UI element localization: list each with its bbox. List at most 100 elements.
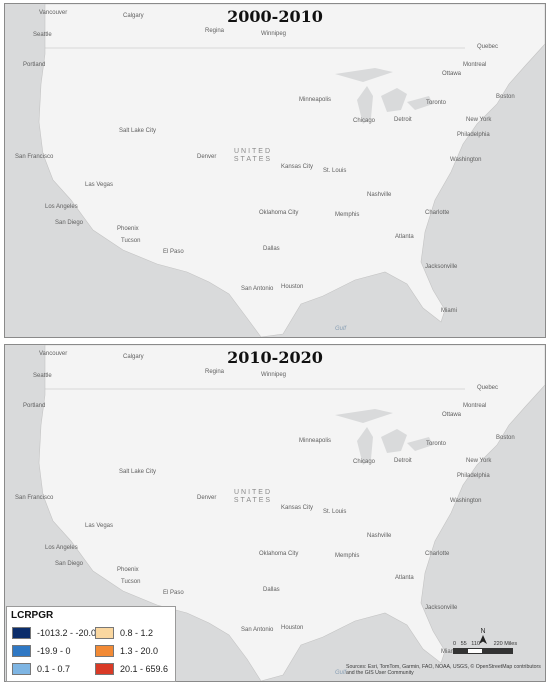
city-label-atlanta: Atlanta: [395, 575, 414, 581]
panel-title-2010-2020: 2010-2020: [227, 348, 323, 367]
city-label-new-york: New York: [466, 458, 492, 464]
city-label-ottawa: Ottawa: [442, 412, 462, 418]
city-label-salt-lake-city: Salt Lake City: [119, 469, 157, 475]
legend-label: 20.1 - 659.6: [120, 663, 169, 674]
city-label-jacksonville: Jacksonville: [425, 264, 458, 270]
legend-swatch: [95, 644, 114, 657]
map-legend: LCRPGR -1013.2 - -20.0 -19.9 - 0 0.1 - 0…: [6, 606, 176, 682]
legend-label: 0.1 - 0.7: [37, 663, 71, 674]
north-arrow-icon: [479, 635, 487, 644]
city-label-memphis: Memphis: [335, 553, 360, 559]
city-label-washington: Washington: [450, 157, 482, 163]
city-label-regina: Regina: [205, 369, 225, 375]
legend-label: -19.9 - 0: [37, 645, 71, 656]
legend-label: -1013.2 - -20.0: [37, 627, 97, 638]
city-label-quebec: Quebec: [477, 385, 499, 391]
city-label-oklahoma-city: Oklahoma City: [259, 551, 299, 557]
city-label-atlanta: Atlanta: [395, 234, 414, 240]
city-label-phoenix: Phoenix: [117, 226, 139, 232]
city-label-dallas: Dallas: [263, 246, 280, 252]
city-label-winnipeg: Winnipeg: [261, 31, 287, 37]
city-label-houston: Houston: [281, 284, 304, 290]
legend-item: 20.1 - 659.6: [95, 662, 169, 675]
legend-title: LCRPGR: [11, 610, 54, 621]
city-label-vancouver: Vancouver: [39, 351, 68, 357]
city-label-winnipeg: Winnipeg: [261, 372, 287, 378]
country-label: UNITED STATES: [233, 489, 273, 504]
city-label-seattle: Seattle: [33, 373, 52, 379]
city-label-san-diego: San Diego: [55, 220, 84, 226]
city-label-montreal: Montreal: [463, 62, 487, 68]
city-label-philadelphia: Philadelphia: [457, 473, 490, 479]
city-label-ottawa: Ottawa: [442, 71, 462, 77]
map-panel-2000-2010: 2000-2010 UNITED STATES Vancouver Calgar…: [4, 3, 546, 338]
city-label-philadelphia: Philadelphia: [457, 132, 490, 138]
city-label-calgary: Calgary: [123, 13, 144, 19]
city-label-miami: Miami: [441, 649, 457, 655]
city-label-st-louis: St. Louis: [323, 168, 347, 174]
city-label-phoenix: Phoenix: [117, 567, 139, 573]
city-label-boston: Boston: [496, 435, 515, 441]
map-2000-2010: [38, 4, 545, 337]
city-label-nashville: Nashville: [367, 533, 392, 539]
city-label-kansas-city: Kansas City: [281, 505, 314, 511]
city-label-nashville: Nashville: [367, 192, 392, 198]
great-lakes: [335, 409, 433, 465]
great-lakes: [335, 68, 433, 124]
city-label-portland: Portland: [23, 62, 46, 68]
legend-swatch: [12, 626, 31, 639]
city-label-los-angeles: Los Angeles: [45, 545, 78, 551]
city-label-san-francisco: San Francisco: [15, 495, 54, 501]
city-label-minneapolis: Minneapolis: [299, 438, 332, 444]
legend-item: 0.8 - 1.2: [95, 626, 154, 639]
city-label-washington: Washington: [450, 498, 482, 504]
city-label-detroit: Detroit: [394, 117, 412, 123]
scale-label: 220 Miles: [493, 641, 518, 647]
city-label-denver: Denver: [197, 495, 217, 501]
land-mass: [38, 345, 545, 681]
scale-label: 0: [453, 641, 457, 647]
north-arrow-label: N: [480, 628, 486, 635]
city-label-dallas: Dallas: [263, 587, 280, 593]
city-label-charlotte: Charlotte: [425, 210, 450, 216]
city-label-san-antonio: San Antonio: [241, 286, 274, 292]
legend-swatch: [95, 626, 114, 639]
city-label-montreal: Montreal: [463, 403, 487, 409]
city-label-minneapolis: Minneapolis: [299, 97, 332, 103]
city-label-salt-lake-city: Salt Lake City: [119, 128, 157, 134]
scale-labels: 0 55 110 220 Miles: [453, 641, 539, 647]
city-label-el-paso: El Paso: [163, 249, 184, 255]
city-label-new-york: New York: [466, 117, 492, 123]
city-label-san-francisco: San Francisco: [15, 154, 54, 160]
scale-bar-graphic: [453, 648, 513, 654]
city-label-las-vegas: Las Vegas: [85, 182, 114, 188]
city-label-houston: Houston: [281, 625, 304, 631]
legend-item: 0.1 - 0.7: [12, 662, 71, 675]
city-label-oklahoma-city: Oklahoma City: [259, 210, 299, 216]
city-label-seattle: Seattle: [33, 32, 52, 38]
water-label-gulf: Gulf: [335, 670, 347, 676]
attribution-text: Sources: Esri, TomTom, Garmin, FAO, NOAA…: [346, 664, 541, 677]
city-label-kansas-city: Kansas City: [281, 164, 314, 170]
city-label-portland: Portland: [23, 403, 46, 409]
legend-label: 1.3 - 20.0: [120, 645, 159, 656]
country-label: UNITED STATES: [233, 148, 273, 163]
city-label-regina: Regina: [205, 28, 225, 34]
city-label-san-diego: San Diego: [55, 561, 84, 567]
city-label-detroit: Detroit: [394, 458, 412, 464]
city-label-los-angeles: Los Angeles: [45, 204, 78, 210]
scale-bar: 0 55 110 220 Miles: [453, 641, 539, 654]
city-label-tucson: Tucson: [121, 579, 141, 585]
city-label-memphis: Memphis: [335, 212, 360, 218]
city-label-vancouver: Vancouver: [39, 10, 68, 16]
city-label-chicago: Chicago: [353, 118, 376, 124]
legend-label: 0.8 - 1.2: [120, 627, 154, 638]
city-label-toronto: Toronto: [426, 441, 447, 447]
panel-title-2000-2010: 2000-2010: [227, 7, 323, 26]
city-label-el-paso: El Paso: [163, 590, 184, 596]
scale-label: 55: [460, 641, 467, 647]
legend-item: 1.3 - 20.0: [95, 644, 159, 657]
city-label-san-antonio: San Antonio: [241, 627, 274, 633]
city-label-toronto: Toronto: [426, 100, 447, 106]
city-label-quebec: Quebec: [477, 44, 499, 50]
